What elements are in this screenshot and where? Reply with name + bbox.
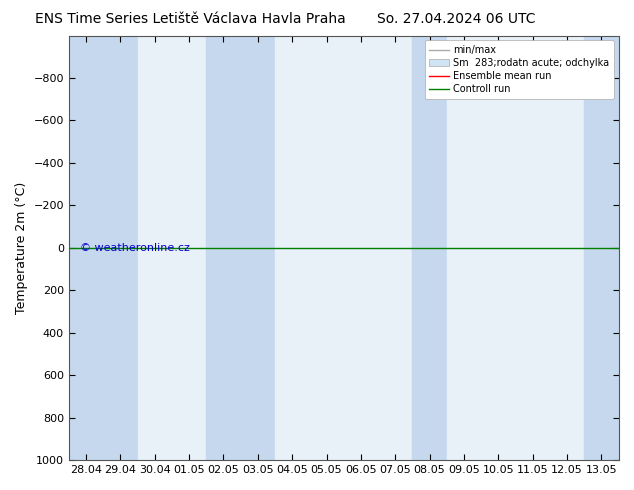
Text: © weatheronline.cz: © weatheronline.cz (80, 243, 190, 253)
Bar (309, 36, 344, 460)
Y-axis label: Temperature 2m (°C): Temperature 2m (°C) (15, 182, 28, 314)
Bar (172, 36, 206, 460)
Text: So. 27.04.2024 06 UTC: So. 27.04.2024 06 UTC (377, 12, 536, 26)
Bar (206, 36, 241, 460)
Bar (584, 36, 619, 460)
Bar (241, 36, 275, 460)
Bar (378, 36, 413, 460)
Bar (275, 36, 309, 460)
Text: ENS Time Series Letiště Václava Havla Praha: ENS Time Series Letiště Václava Havla Pr… (35, 12, 346, 26)
Bar (515, 36, 550, 460)
Legend: min/max, Sm  283;rodatn acute; odchylka, Ensemble mean run, Controll run: min/max, Sm 283;rodatn acute; odchylka, … (425, 41, 614, 99)
Bar (69, 36, 103, 460)
Bar (413, 36, 447, 460)
Bar (481, 36, 515, 460)
Bar (344, 36, 378, 460)
Bar (550, 36, 584, 460)
Bar (447, 36, 481, 460)
Bar (103, 36, 138, 460)
Bar (138, 36, 172, 460)
